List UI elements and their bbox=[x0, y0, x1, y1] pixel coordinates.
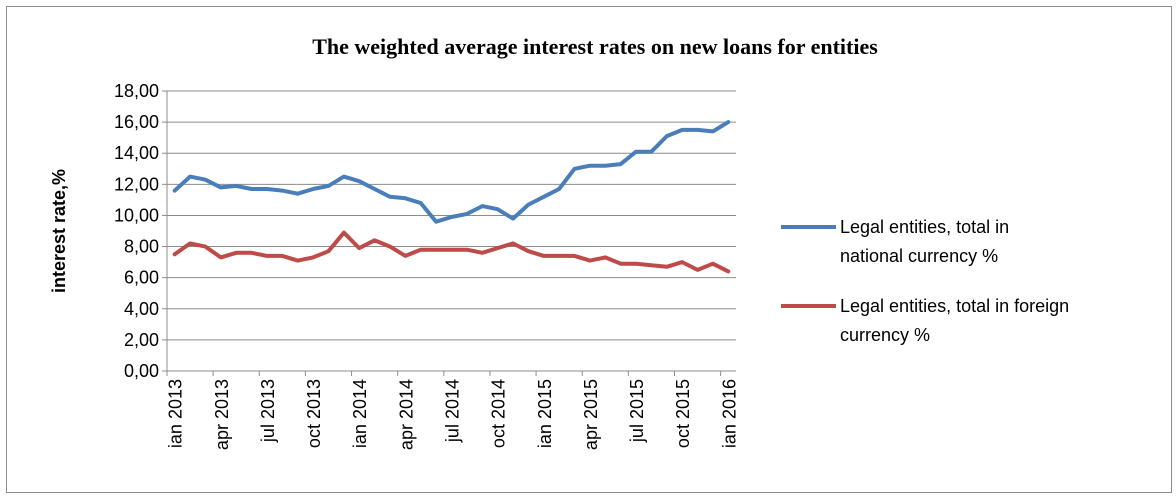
y-tick-label: 8,00 bbox=[124, 237, 159, 257]
x-tick-label: ian 2015 bbox=[535, 379, 555, 448]
x-tick-label: ian 2014 bbox=[350, 379, 370, 448]
chart-title: The weighted average interest rates on n… bbox=[312, 34, 878, 59]
y-tick-label: 10,00 bbox=[114, 205, 159, 225]
x-tick-label: oct 2014 bbox=[489, 379, 509, 448]
series-lines bbox=[172, 120, 731, 274]
x-tick-label: oct 2015 bbox=[673, 379, 693, 448]
series-line-national-currency bbox=[172, 120, 731, 224]
chart-frame bbox=[6, 6, 1172, 493]
legend-label-foreign-currency: Legal entities, total in foreign currency… bbox=[840, 296, 1069, 345]
series-line-foreign-currency bbox=[172, 230, 731, 274]
x-tick-label: apr 2015 bbox=[581, 379, 601, 450]
legend-label-national-currency: Legal entities, total in national currenc… bbox=[840, 217, 1009, 266]
y-tick-label: 14,00 bbox=[114, 143, 159, 163]
legend: Legal entities, total in national currenc… bbox=[781, 217, 1069, 345]
y-tick-label: 18,00 bbox=[114, 81, 159, 101]
x-tick-label: oct 2013 bbox=[304, 379, 324, 448]
y-tick-label: 0,00 bbox=[124, 361, 159, 381]
axes bbox=[162, 90, 736, 376]
x-tick-label: ian 2016 bbox=[719, 379, 739, 448]
y-tick-label: 12,00 bbox=[114, 174, 159, 194]
y-tick-label: 6,00 bbox=[124, 268, 159, 288]
y-tick-label: 4,00 bbox=[124, 299, 159, 319]
x-tick-label: apr 2013 bbox=[212, 379, 232, 450]
y-tick-label: 16,00 bbox=[114, 112, 159, 132]
x-tick-label: apr 2014 bbox=[396, 379, 416, 450]
y-axis-label: interest rate,% bbox=[49, 169, 69, 293]
x-tick-label: jul 2015 bbox=[627, 379, 647, 443]
y-tick-label: 2,00 bbox=[124, 330, 159, 350]
y-tick-labels: 0,00 2,00 4,00 6,00 8,00 10,00 12,00 14,00 16,00… bbox=[114, 81, 159, 381]
x-tick-labels: ian 2013 apr 2013 jul 2013 oct 2013 ian 2014… bbox=[166, 379, 740, 450]
x-tick-label: ian 2013 bbox=[166, 379, 186, 448]
x-tick-label: jul 2013 bbox=[258, 379, 278, 443]
x-tick-label: jul 2014 bbox=[443, 379, 463, 443]
